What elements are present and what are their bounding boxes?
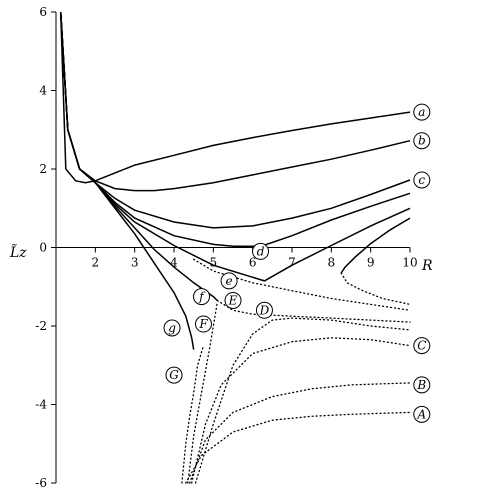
series-D <box>194 317 411 484</box>
curve-label-text: c <box>418 173 425 187</box>
curve-label-E: E <box>224 291 242 309</box>
curve-label-text: E <box>228 293 238 307</box>
curve-label-circle <box>220 272 238 290</box>
axes: 2 3 4 5 6 7 8 9 10 -6 -4 -2 0 2 4 6 <box>35 5 417 490</box>
curve-label-text: A <box>416 407 426 421</box>
x-tick-label: 5 <box>210 256 218 270</box>
series-d <box>59 11 411 248</box>
series-f <box>59 11 218 302</box>
series-e-solid <box>59 11 411 282</box>
curve-label-A: A <box>413 405 431 423</box>
curve-label-text: C <box>417 339 426 353</box>
series-e <box>193 258 411 311</box>
curve-label-circle <box>413 103 431 121</box>
curve-label-D: D <box>255 301 273 319</box>
curve-label-circle <box>413 337 431 355</box>
curve-label-circle <box>413 376 431 394</box>
curve-label-circle <box>193 288 211 306</box>
curve-label-circle <box>195 315 212 333</box>
curve-label-F: F <box>195 315 212 333</box>
y-tick-label: -2 <box>35 319 47 333</box>
curve-label-circle <box>163 319 181 337</box>
curve-labels: a b c d e f E Dg F C G B A <box>163 103 431 423</box>
x-tick-label: 3 <box>131 256 139 270</box>
curve-label-text: f <box>198 290 206 304</box>
curve-label-circle <box>413 171 431 189</box>
y-tick-label: -4 <box>35 398 47 412</box>
curve-label-circle <box>413 132 431 150</box>
series-F <box>187 301 218 484</box>
y-tick-label: -6 <box>35 476 47 490</box>
x-tick-label: 8 <box>328 256 336 270</box>
curve-label-b: b <box>413 132 431 150</box>
series-C <box>191 337 411 484</box>
curves <box>59 11 411 484</box>
curve-label-g: g <box>163 319 181 337</box>
y-tick-label: 0 <box>39 241 47 255</box>
curve-label-G: G <box>165 366 183 384</box>
series-h-dotted <box>340 272 411 306</box>
x-tick-label: 6 <box>249 256 257 270</box>
y-axis-label: L̃z <box>9 243 27 261</box>
y-tick-label: 6 <box>39 5 47 19</box>
series-B <box>189 382 411 484</box>
curve-label-text: B <box>416 378 426 392</box>
curve-label-text: a <box>418 105 425 119</box>
curve-label-c: c <box>413 171 431 189</box>
series-h <box>340 217 411 274</box>
curve-label-f: f <box>193 288 211 306</box>
x-tick-label: 7 <box>288 256 296 270</box>
series-E <box>216 299 411 323</box>
x-tick-label: 9 <box>367 256 375 270</box>
curve-label-B: B <box>413 376 431 394</box>
series-g <box>59 11 195 350</box>
x-tick-label: 10 <box>402 256 417 270</box>
x-tick-label: 2 <box>92 256 100 270</box>
y-tick-label: 4 <box>39 84 47 98</box>
curve-label-text: d <box>257 244 265 258</box>
curve-label-circle <box>255 301 273 319</box>
curve-label-a: a <box>413 103 431 121</box>
curve-label-text: b <box>418 134 426 148</box>
curve-label-text: D <box>259 303 270 317</box>
series-A <box>185 411 411 484</box>
curve-label-text: F <box>198 317 208 331</box>
curve-label-C: C <box>413 337 431 355</box>
curve-label-circle <box>252 242 270 260</box>
curve-label-circle <box>224 291 242 309</box>
curve-label-text: G <box>169 368 179 382</box>
curve-label-text: e <box>226 274 233 288</box>
x-axis-label: R <box>421 258 433 274</box>
x-tick-label: 4 <box>170 256 178 270</box>
series-a <box>59 11 411 184</box>
curve-label-text: g <box>168 321 176 335</box>
curve-label-circle <box>413 405 431 423</box>
curve-label-d: d <box>252 242 270 260</box>
series-G <box>181 344 205 484</box>
series-b <box>59 11 411 192</box>
curve-label-e: e <box>220 272 238 290</box>
y-tick-label: 2 <box>39 162 47 176</box>
curve-label-circle <box>165 366 183 384</box>
